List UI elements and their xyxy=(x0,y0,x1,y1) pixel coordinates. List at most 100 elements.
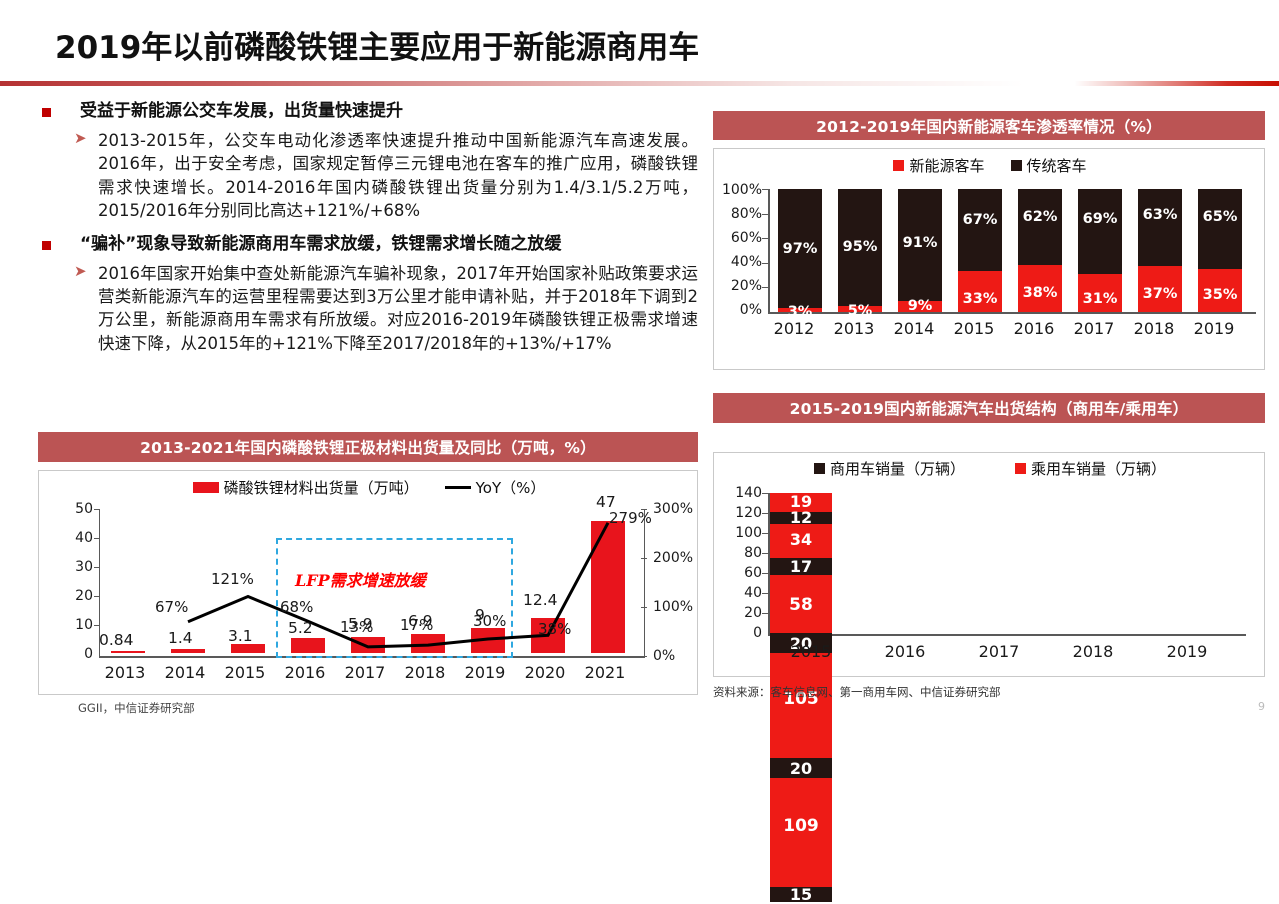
legend-line-icon xyxy=(444,486,471,489)
segment-nev-2015: 33% xyxy=(958,271,1002,312)
y2-tick-200: 200% xyxy=(653,550,694,566)
panel-header-lfp-shipment: 2013-2021年国内磷酸铁锂正极材料出货量及同比（万吨，%） xyxy=(38,432,698,462)
legend-swatch-icon xyxy=(1010,160,1022,171)
y-axis xyxy=(768,493,770,635)
x-label-2019: 2019 xyxy=(1166,642,1208,661)
segment-label-traditional-2019: 65% xyxy=(1202,208,1238,225)
segment-label-traditional-2016: 62% xyxy=(1022,208,1058,225)
segment-nev-2017: 31% xyxy=(1078,273,1122,312)
y-tick-20pct: 20% xyxy=(730,278,762,294)
segment-label-traditional-2012: 97% xyxy=(782,241,818,258)
legend-label-commercial: 商用车销量（万辆） xyxy=(829,460,965,478)
legend-item-commercial: 商用车销量（万辆） xyxy=(813,458,965,479)
legend-item-lfp-line: YoY（%） xyxy=(444,477,546,498)
y-tick-120: 120 xyxy=(735,505,762,521)
tick-mark xyxy=(94,538,100,539)
bar-label-2017: 5.9 xyxy=(348,615,373,633)
segment-label-traditional-2014: 91% xyxy=(902,234,938,251)
segment-label-commercial-2017: 20 xyxy=(789,634,813,653)
bullet-heading-2: “骗补”现象导致新能源商用车需求放缓，铁锂需求增长随之放缓 xyxy=(38,233,698,256)
tick-mark xyxy=(94,625,100,626)
x-label-2016: 2016 xyxy=(884,642,926,661)
x-label-2019: 2019 xyxy=(1193,319,1235,338)
bullet-heading-2-text: “骗补”现象导致新能源商用车需求放缓，铁锂需求增长随之放缓 xyxy=(80,233,562,254)
y-tick-40pct: 40% xyxy=(730,254,762,270)
y-tick-0: 0 xyxy=(753,625,762,641)
segment-label-passenger-2019: 109 xyxy=(783,816,819,836)
segment-traditional-2013: 95% xyxy=(838,189,882,306)
tick-mark xyxy=(762,593,768,594)
chart-bus-penetration: 新能源客车 传统客车 100% 80% 60% 40% 20% 0% 97% xyxy=(713,148,1265,370)
legend-label-lfp-line: YoY（%） xyxy=(475,479,546,497)
y-tick-40: 40 xyxy=(75,530,93,546)
chart-bus-legend: 新能源客车 传统客车 xyxy=(714,155,1266,176)
stack-column-2018: 105 20 xyxy=(770,653,832,778)
segment-traditional-2017: 69% xyxy=(1078,189,1122,274)
segment-nev-2018: 37% xyxy=(1138,266,1182,312)
bar-label-2016: 5.2 xyxy=(288,619,313,637)
segment-nev-2012: 3% xyxy=(778,304,822,320)
y-tick-50: 50 xyxy=(75,501,93,517)
arrow-bullet-icon: ➤ xyxy=(74,261,87,280)
tick-mark xyxy=(641,656,647,657)
x-label-2021: 2021 xyxy=(584,663,626,682)
segment-label-nev-2018: 37% xyxy=(1142,285,1178,302)
bullet-heading-1: 受益于新能源公交车发展，出货量快速提升 xyxy=(38,100,698,123)
stack-column-2016: 62% 38% xyxy=(1018,189,1062,312)
panel-header-nev-structure-text: 2015-2019国内新能源汽车出货结构（商用车/乘用车） xyxy=(789,400,1189,418)
x-label-2013: 2013 xyxy=(833,319,875,338)
y-tick-10: 10 xyxy=(75,617,93,633)
segment-label-traditional-2015: 67% xyxy=(962,212,998,229)
segment-label-traditional-2013: 95% xyxy=(842,239,878,256)
yoy-label-2020: 38% xyxy=(538,620,572,638)
x-label-2018: 2018 xyxy=(1133,319,1175,338)
stack-column-2017: 69% 31% xyxy=(1078,189,1122,312)
bullet-body-2-text: 2016年国家开始集中查处新能源汽车骗补现象，2017年开始国家补贴政策要求运营… xyxy=(98,263,698,353)
yoy-label-2017: 13% xyxy=(340,618,374,636)
segment-traditional-2016: 62% xyxy=(1018,189,1062,266)
segment-label-traditional-2017: 69% xyxy=(1082,211,1118,228)
stack-column-2015: 67% 33% xyxy=(958,189,1002,312)
chart-lfp-plot-area xyxy=(99,513,644,653)
yoy-label-2016: 68% xyxy=(280,598,314,616)
chart-nev-structure: 商用车销量（万辆） 乘用车销量（万辆） 140 120 100 80 60 40… xyxy=(713,452,1265,904)
bar-label-2014: 1.4 xyxy=(168,629,193,647)
segment-label-passenger-2016: 34 xyxy=(789,530,813,549)
square-bullet-icon xyxy=(42,240,51,250)
segment-nev-2013: 5% xyxy=(838,303,882,319)
yoy-line-series xyxy=(187,522,610,649)
chart-lfp-legend: 磷酸铁锂材料出货量（万吨） YoY（%） xyxy=(109,477,629,498)
segment-nev-2014: 9% xyxy=(898,298,942,314)
bar-label-2018: 6.9 xyxy=(408,612,433,630)
panel-header-lfp-shipment-text: 2013-2021年国内磷酸铁锂正极材料出货量及同比（万吨，%） xyxy=(140,439,596,457)
segment-label-nev-2013: 5% xyxy=(847,302,873,319)
y-tick-0pct: 0% xyxy=(739,302,762,318)
segment-label-nev-2012: 3% xyxy=(787,304,813,321)
stack-column-2016: 34 17 xyxy=(770,524,832,576)
legend-label-nev-bus: 新能源客车 xyxy=(909,157,985,175)
y-tick-0: 0 xyxy=(84,646,93,662)
x-label-2016: 2016 xyxy=(1013,319,1055,338)
source-lfp-shipment: GGII，中信证券研究部 xyxy=(78,701,195,715)
tick-mark xyxy=(762,287,768,289)
bullet-body-1-text: 2013-2015年，公交车电动化渗透率快速提升推动中国新能源汽车高速发展。20… xyxy=(98,130,698,221)
bar-label-2020: 12.4 xyxy=(523,591,558,609)
yoy-label-2018: 17% xyxy=(400,616,434,634)
tick-mark xyxy=(762,213,768,215)
legend-item-passenger: 乘用车销量（万辆） xyxy=(1015,458,1166,479)
panel-header-bus-penetration-text: 2012-2019年国内新能源客车渗透率情况（%） xyxy=(816,117,1162,136)
legend-swatch-icon xyxy=(1015,463,1026,474)
tick-mark xyxy=(762,533,768,534)
legend-item-traditional-bus: 传统客车 xyxy=(1010,155,1087,176)
segment-traditional-2019: 65% xyxy=(1198,189,1242,269)
segment-commercial-2015: 12 xyxy=(770,508,832,527)
legend-label-traditional-bus: 传统客车 xyxy=(1026,157,1087,175)
yoy-label-2015: 121% xyxy=(211,570,254,588)
square-bullet-icon xyxy=(42,108,51,117)
tick-mark xyxy=(641,558,647,559)
stack-column-2015: 19 12 xyxy=(770,492,832,527)
bar-2014 xyxy=(171,649,205,653)
slide-root: 2019年以前磷酸铁锂主要应用于新能源商用车 受益于新能源公交车发展，出货量快速… xyxy=(0,30,1279,904)
segment-passenger-2016: 34 xyxy=(770,524,832,558)
bar-label-2013: 0.84 xyxy=(99,631,134,649)
